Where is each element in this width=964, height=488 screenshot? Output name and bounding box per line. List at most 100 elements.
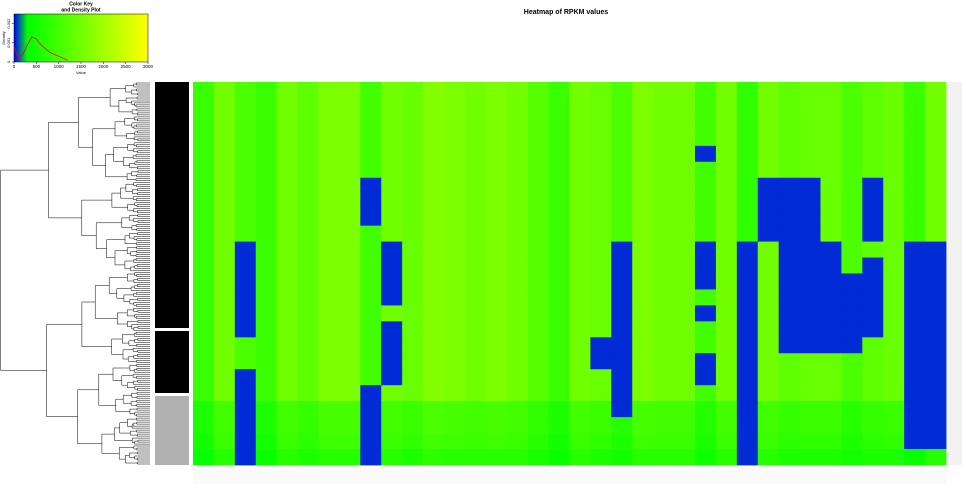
- heatmap-cell: [757, 385, 780, 402]
- heatmap-cell: [569, 145, 591, 163]
- heatmap-cell: [527, 129, 549, 147]
- heatmap-cell: [464, 321, 487, 338]
- heatmap-cell: [883, 97, 905, 115]
- heatmap-cell: [193, 353, 215, 370]
- heatmap-cell: [381, 401, 403, 418]
- heatmap-cell: [464, 353, 487, 370]
- heatmap-cell: [234, 241, 257, 258]
- heatmap-cell: [715, 177, 738, 195]
- heatmap-cell: [653, 353, 675, 370]
- heatmap-cell: [423, 209, 445, 227]
- heatmap-cell: [548, 193, 570, 211]
- heatmap-cell: [674, 321, 696, 338]
- heatmap-cell: [548, 305, 570, 322]
- heatmap-cell: [213, 321, 236, 338]
- heatmap-cell: [485, 161, 508, 179]
- heatmap-cell: [841, 289, 863, 306]
- heatmap-cell: [339, 417, 361, 434]
- heatmap-cell: [402, 257, 424, 274]
- heatmap-cell: [841, 369, 863, 386]
- heatmap-cell: [527, 385, 549, 402]
- heatmap-cell: [485, 177, 508, 195]
- heatmap-cell: [778, 82, 800, 99]
- heatmap-cell: [674, 82, 696, 99]
- heatmap-cell: [193, 273, 215, 290]
- heatmap-cell: [862, 225, 884, 242]
- heatmap-cell: [402, 241, 424, 258]
- heatmap-cell: [611, 417, 633, 434]
- heatmap-cell: [736, 305, 759, 322]
- heatmap-cell: [590, 289, 612, 306]
- heatmap-cell: [339, 177, 361, 195]
- x-tick-label: 2500: [121, 64, 132, 69]
- heatmap-cell: [444, 353, 466, 370]
- heatmap-cell: [193, 385, 215, 402]
- heatmap-cell: [841, 241, 863, 258]
- heatmap-cell: [213, 225, 236, 242]
- key-title: and Density Plot: [61, 7, 101, 13]
- heatmap-cell: [213, 369, 236, 386]
- heatmap-cell: [339, 82, 361, 99]
- heatmap-cell: [611, 177, 633, 195]
- heatmap-cell: [506, 321, 529, 338]
- heatmap-cell: [611, 209, 633, 227]
- heatmap-cell: [255, 225, 278, 242]
- heatmap-cell: [632, 449, 654, 466]
- heatmap-cell: [423, 385, 445, 402]
- heatmap-cell: [799, 97, 821, 115]
- heatmap-cell: [611, 353, 633, 370]
- heatmap-cell: [213, 161, 236, 179]
- heatmap-cell: [339, 161, 361, 179]
- heatmap-cell: [674, 401, 696, 418]
- heatmap-cell: [444, 241, 466, 258]
- heatmap-cell: [757, 225, 780, 242]
- heatmap-cell: [653, 289, 675, 306]
- heatmap-cell: [402, 433, 424, 450]
- heatmap-cell: [423, 289, 445, 306]
- heatmap-cell: [464, 225, 487, 242]
- heatmap-cell: [276, 369, 298, 386]
- heatmap-cell: [485, 273, 508, 290]
- heatmap-cell: [653, 321, 675, 338]
- heatmap-cell: [799, 161, 821, 179]
- heatmap-cell: [339, 337, 361, 354]
- heatmap-cell: [297, 113, 319, 131]
- heatmap-cell: [778, 449, 800, 466]
- heatmap-cell: [799, 417, 821, 434]
- heatmap-cell: [423, 113, 445, 131]
- heatmap-cell: [444, 401, 466, 418]
- heatmap-cell: [736, 177, 759, 195]
- heatmap-cell: [674, 289, 696, 306]
- heatmap-cell: [904, 113, 926, 131]
- heatmap-cell: [464, 113, 487, 131]
- heatmap-cell: [318, 353, 340, 370]
- heatmap-cell: [548, 257, 570, 274]
- heatmap-cell: [485, 97, 508, 115]
- heatmap-cell: [506, 193, 529, 211]
- heatmap-cell: [381, 225, 403, 242]
- heatmap-cell: [297, 145, 319, 163]
- heatmap-cell: [653, 241, 675, 258]
- heatmap-cell: [527, 401, 549, 418]
- heatmap-cell: [841, 417, 863, 434]
- heatmap-cell: [757, 209, 780, 227]
- heatmap-cell: [715, 321, 738, 338]
- heatmap-cell: [883, 113, 905, 131]
- heatmap-cell: [297, 82, 319, 99]
- heatmap-cell: [527, 113, 549, 131]
- heatmap-cell: [799, 225, 821, 242]
- heatmap-cell: [799, 209, 821, 227]
- heatmap-cell: [925, 433, 947, 450]
- heatmap-cell: [883, 353, 905, 370]
- heatmap-cell: [674, 305, 696, 322]
- x-tick-label: 500: [33, 64, 41, 69]
- heatmap-cell: [841, 209, 863, 227]
- heatmap-cell: [360, 209, 382, 227]
- heatmap-cell: [444, 257, 466, 274]
- heatmap-cell: [485, 305, 508, 322]
- heatmap-cell: [695, 337, 717, 354]
- heatmap-cell: [841, 129, 863, 147]
- heatmap-cell: [904, 305, 926, 322]
- heatmap-cell: [736, 97, 759, 115]
- heatmap-cell: [444, 433, 466, 450]
